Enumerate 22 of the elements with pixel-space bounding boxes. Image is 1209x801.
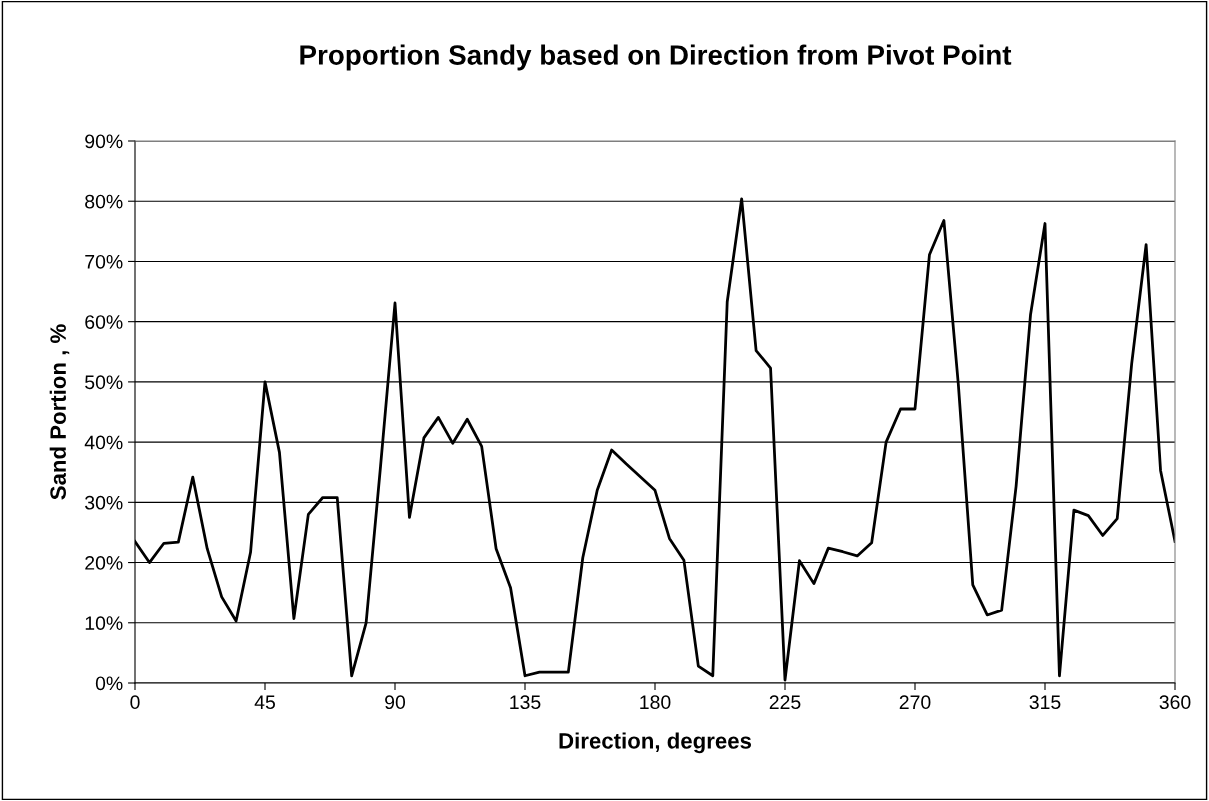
x-axis-title: Direction, degrees — [559, 732, 752, 754]
y-tick-label: 30% — [85, 495, 123, 510]
y-tick-label: 60% — [85, 315, 123, 329]
x-tick-label: 180 — [640, 695, 671, 710]
x-tick-label: 360 — [1159, 695, 1191, 710]
y-tick-label: 20% — [85, 556, 123, 570]
x-tick-label: 315 — [1029, 695, 1061, 710]
y-tick-label: 80% — [85, 194, 123, 209]
y-axis-title: Sand Portion , % — [49, 324, 70, 500]
x-tick-label: 135 — [510, 695, 541, 710]
x-tick-label: 45 — [254, 695, 275, 710]
chart-title: Proportion Sandy based on Direction from Pivot Point — [300, 44, 1012, 71]
y-tick-label: 10% — [85, 616, 123, 631]
x-tick-label: 225 — [769, 695, 801, 710]
x-tick-label: 90 — [385, 695, 406, 710]
x-tick-label: 0 — [130, 695, 140, 710]
y-tick-label: 40% — [84, 435, 123, 450]
y-tick-label: 50% — [85, 375, 123, 390]
y-tick-label: 70% — [85, 254, 123, 269]
y-tick-label: 90% — [85, 134, 123, 149]
y-tick-label: 0% — [95, 676, 123, 691]
x-tick-label: 270 — [899, 695, 931, 710]
